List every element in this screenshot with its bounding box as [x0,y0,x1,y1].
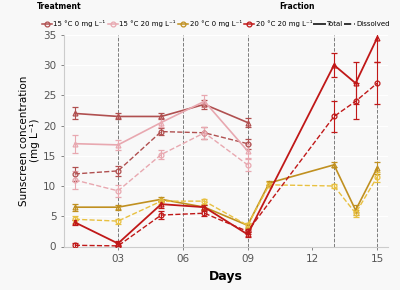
Legend: 15 °C 0 mg L⁻¹, 15 °C 20 mg L⁻¹, 20 °C 0 mg L⁻¹, 20 °C 20 mg L⁻¹, Total, Dissolv: 15 °C 0 mg L⁻¹, 15 °C 20 mg L⁻¹, 20 °C 0… [42,20,390,27]
X-axis label: Days: Days [209,270,243,283]
Y-axis label: Sunscreen concentration
(mg L⁻¹): Sunscreen concentration (mg L⁻¹) [19,75,40,206]
Text: Treatment: Treatment [36,2,81,11]
Text: Fraction: Fraction [280,2,315,11]
